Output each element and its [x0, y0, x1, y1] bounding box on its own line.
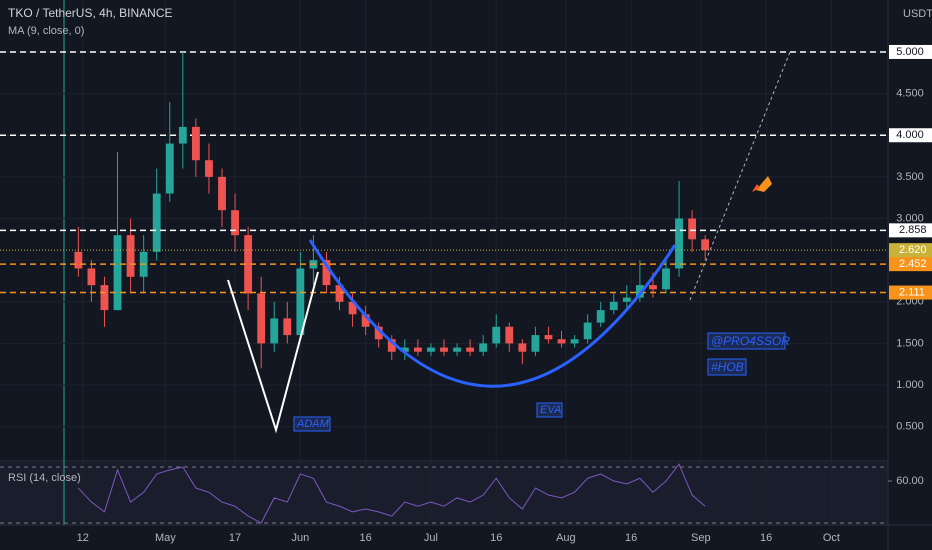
- candle-body: [218, 176, 226, 211]
- annotation: ADAM: [296, 418, 330, 430]
- candle-body: [596, 310, 605, 323]
- candle-body: [583, 322, 592, 340]
- candle-body: [126, 235, 135, 277]
- candle-body: [662, 268, 670, 290]
- y-tick-label: 5.000: [896, 46, 924, 58]
- candle-body: [675, 218, 683, 269]
- x-tick-label: 17: [229, 532, 241, 544]
- candle-body: [635, 285, 644, 298]
- candle-body: [374, 326, 383, 340]
- x-tick-label: 16: [360, 532, 372, 544]
- candle-body: [322, 260, 331, 286]
- indicator-label: MA (9, close, 0): [8, 25, 84, 37]
- y-tick-label: 4.500: [896, 88, 924, 100]
- price-label: 2.858: [899, 224, 927, 236]
- x-tick-label: 16: [760, 532, 772, 544]
- candle-body: [296, 268, 305, 336]
- candle-body: [335, 285, 344, 302]
- candle-body: [413, 347, 422, 352]
- y-tick-label: 3.000: [896, 212, 924, 224]
- candle-body: [165, 143, 174, 194]
- y-tick-label: 3.500: [896, 171, 924, 183]
- axis-labels: 12 May 17 Jun 16 Jul 16 Aug 16 Sep 16 Oct 0.500 1.000…: [77, 44, 932, 544]
- axis-unit: USDT: [903, 8, 932, 20]
- candle-body: [505, 326, 514, 344]
- candle-body: [152, 193, 161, 252]
- candle-body: [178, 126, 187, 144]
- candle-body: [348, 301, 357, 315]
- candle-body: [74, 251, 83, 269]
- price-label-box: [889, 223, 932, 238]
- level-label-box: [889, 128, 932, 143]
- annotation-box: [536, 402, 563, 418]
- candle-body: [231, 210, 239, 236]
- candle-body: [100, 285, 109, 311]
- candle-body: [257, 293, 266, 344]
- candle-body: [622, 297, 631, 302]
- candle-body: [479, 343, 488, 352]
- candle-body: [87, 268, 96, 286]
- candle-body: [531, 335, 540, 352]
- candle-body: [649, 285, 657, 290]
- x-tick-label: Jul: [424, 532, 438, 544]
- x-tick-label: 16: [625, 532, 637, 544]
- candle-body: [361, 314, 370, 327]
- x-tick-label: May: [155, 532, 176, 544]
- candle-body: [113, 235, 122, 311]
- rsi-line: [77, 463, 706, 524]
- rocket-flame: [752, 184, 760, 192]
- y-tick-label: 1.000: [896, 379, 924, 391]
- y-tick-label: 0.500: [896, 421, 924, 433]
- candle-body: [400, 347, 409, 352]
- candle-body: [244, 235, 253, 294]
- rsi-pane: [0, 462, 888, 525]
- y-tick-label: 4.000: [896, 129, 924, 141]
- price-label: 2.620: [899, 244, 927, 256]
- annotation: #HOB: [711, 360, 744, 374]
- candle-body: [205, 160, 213, 177]
- y-tick-label: 1.500: [896, 337, 924, 349]
- price-label: 2.452: [899, 258, 927, 270]
- candle-body: [191, 126, 200, 161]
- annotation-box: [707, 358, 747, 376]
- candle-body: [387, 339, 396, 352]
- x-tick-label: 16: [490, 532, 502, 544]
- candle-body: [701, 239, 710, 251]
- price-label: 2.111: [899, 286, 925, 298]
- candle-body: [688, 218, 697, 240]
- annotation: @PRO4SSOR: [711, 334, 790, 348]
- cup-drawing: [308, 239, 677, 388]
- candle-body: [453, 347, 461, 352]
- candle-body: [283, 318, 292, 336]
- annotation-box: [293, 416, 331, 432]
- annotation-box: [707, 332, 786, 350]
- candle-body: [492, 326, 501, 344]
- price-label-box: [889, 285, 932, 300]
- rsi-title: RSI (14, close): [8, 472, 81, 484]
- candle-body: [609, 301, 618, 311]
- price-label-box: [889, 257, 932, 272]
- annotation: EVA: [540, 404, 561, 416]
- candle-body: [518, 343, 527, 352]
- x-tick-label: 12: [77, 532, 89, 544]
- x-tick-label: Aug: [556, 532, 576, 544]
- projection-line: [689, 51, 791, 301]
- candle-body: [557, 339, 566, 344]
- x-tick-label: Oct: [823, 532, 840, 544]
- x-tick-label: Sep: [691, 532, 711, 544]
- candle-body: [427, 347, 435, 352]
- candle-body: [466, 347, 475, 352]
- marks: [0, 51, 888, 524]
- candle-body: [544, 335, 553, 340]
- candle-body: [440, 347, 448, 352]
- x-tick-label: Jun: [291, 532, 309, 544]
- chart-title: TKO / TetherUS, 4h, BINANCE: [8, 6, 173, 20]
- rsi-tick-label: 60.00: [896, 475, 924, 487]
- candle-body: [270, 318, 279, 344]
- v-drawing: [227, 271, 319, 434]
- candle-body: [570, 339, 579, 344]
- level-label-box: [889, 44, 932, 59]
